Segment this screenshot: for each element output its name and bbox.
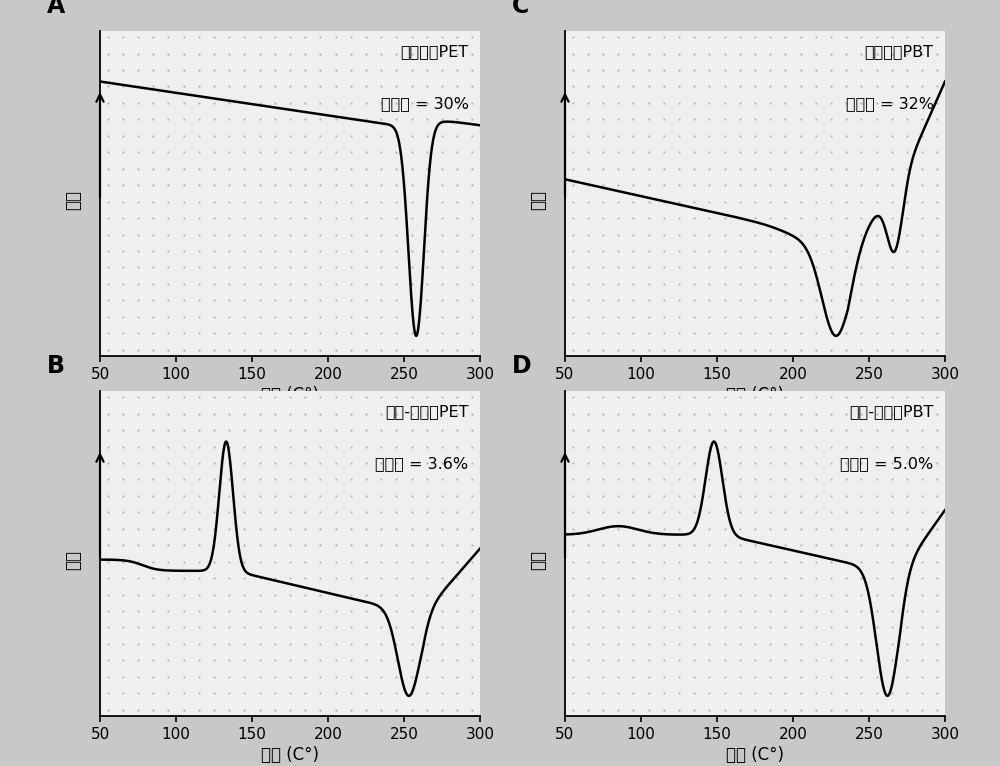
X-axis label: 温度 (C°): 温度 (C°) xyxy=(261,386,319,404)
Text: 结晶度 = 30%: 结晶度 = 30% xyxy=(381,96,469,111)
Text: 结晶度 = 32%: 结晶度 = 32% xyxy=(846,96,934,111)
X-axis label: 温度 (C°): 温度 (C°) xyxy=(261,746,319,764)
Text: D: D xyxy=(512,354,531,378)
Text: 放热: 放热 xyxy=(529,550,547,570)
Text: B: B xyxy=(47,354,65,378)
Text: 结晶度 = 3.6%: 结晶度 = 3.6% xyxy=(375,456,469,471)
Text: 结晶度 = 5.0%: 结晶度 = 5.0% xyxy=(840,456,934,471)
Text: 燕融-淡火后PBT: 燕融-淡火后PBT xyxy=(849,404,934,419)
Text: A: A xyxy=(47,0,65,18)
Text: 放热: 放热 xyxy=(64,550,82,570)
Text: 放热: 放热 xyxy=(64,190,82,210)
Text: 燕融-淡火后PET: 燕融-淡火后PET xyxy=(385,404,469,419)
Text: 塑料原料PBT: 塑料原料PBT xyxy=(865,44,934,59)
X-axis label: 温度 (C°): 温度 (C°) xyxy=(726,746,784,764)
Text: 放热: 放热 xyxy=(529,190,547,210)
Text: 塑料原料PET: 塑料原料PET xyxy=(400,44,469,59)
Text: C: C xyxy=(512,0,529,18)
X-axis label: 温度 (C°): 温度 (C°) xyxy=(726,386,784,404)
